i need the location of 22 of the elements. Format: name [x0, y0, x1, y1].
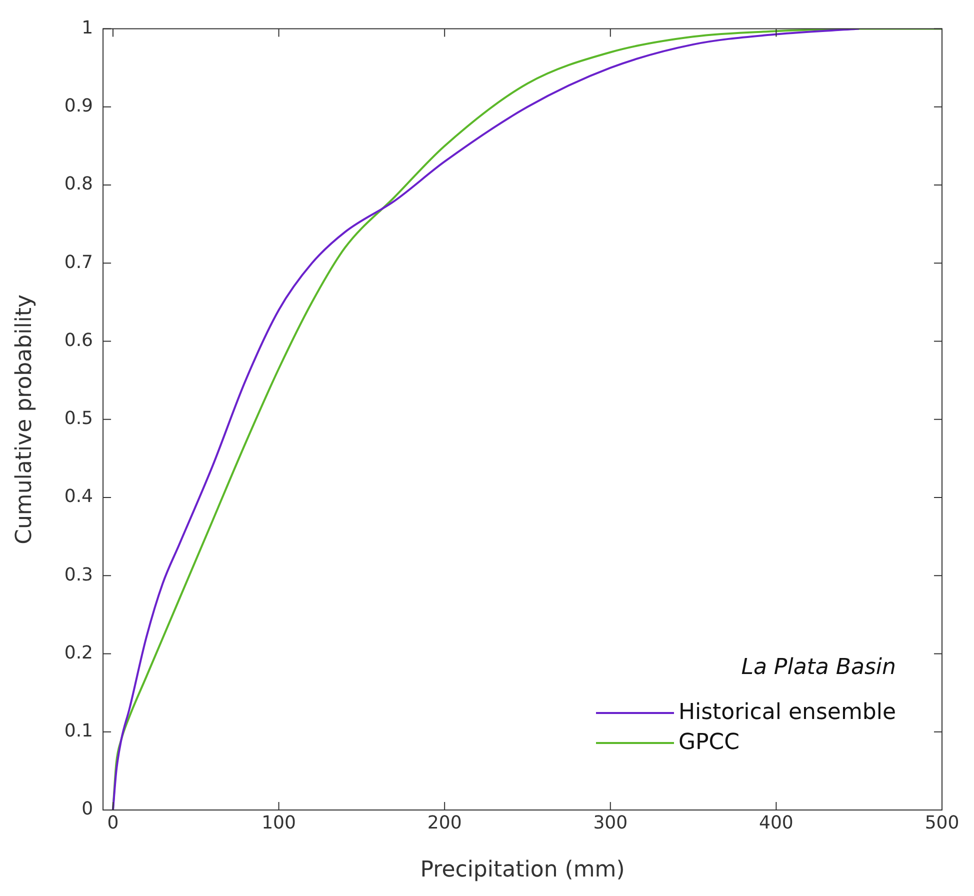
x-tick-label: 300 [593, 812, 628, 834]
y-tick-label: 0 [82, 798, 94, 820]
y-tick-label: 0.6 [64, 330, 94, 351]
y-tick-label: 0.2 [64, 642, 94, 664]
y-tick-label: 0.3 [64, 564, 94, 586]
annotation: La Plata Basin [741, 655, 896, 680]
y-tick-label: 0.1 [64, 720, 94, 742]
y-tick-label: 0.8 [64, 174, 94, 195]
x-tick-label: 500 [924, 812, 960, 834]
y-tick-label: 1 [82, 17, 94, 38]
x-tick-label: 100 [262, 812, 296, 834]
legend-label: Historical ensemble [678, 699, 896, 727]
y-tick-label: 0.9 [64, 96, 94, 117]
x-tick-label: 0 [107, 812, 119, 834]
legend-label: GPCC [678, 729, 740, 757]
x-tick-label: 200 [427, 812, 462, 834]
x-axis-title: Precipitation (mm) [420, 858, 625, 883]
y-tick-label: 0.7 [64, 252, 94, 273]
y-axis-title: Cumulative probability [12, 294, 37, 544]
x-tick-label: 400 [759, 812, 794, 834]
y-tick-label: 0.5 [64, 408, 94, 430]
y-tick-label: 0.4 [64, 486, 94, 508]
